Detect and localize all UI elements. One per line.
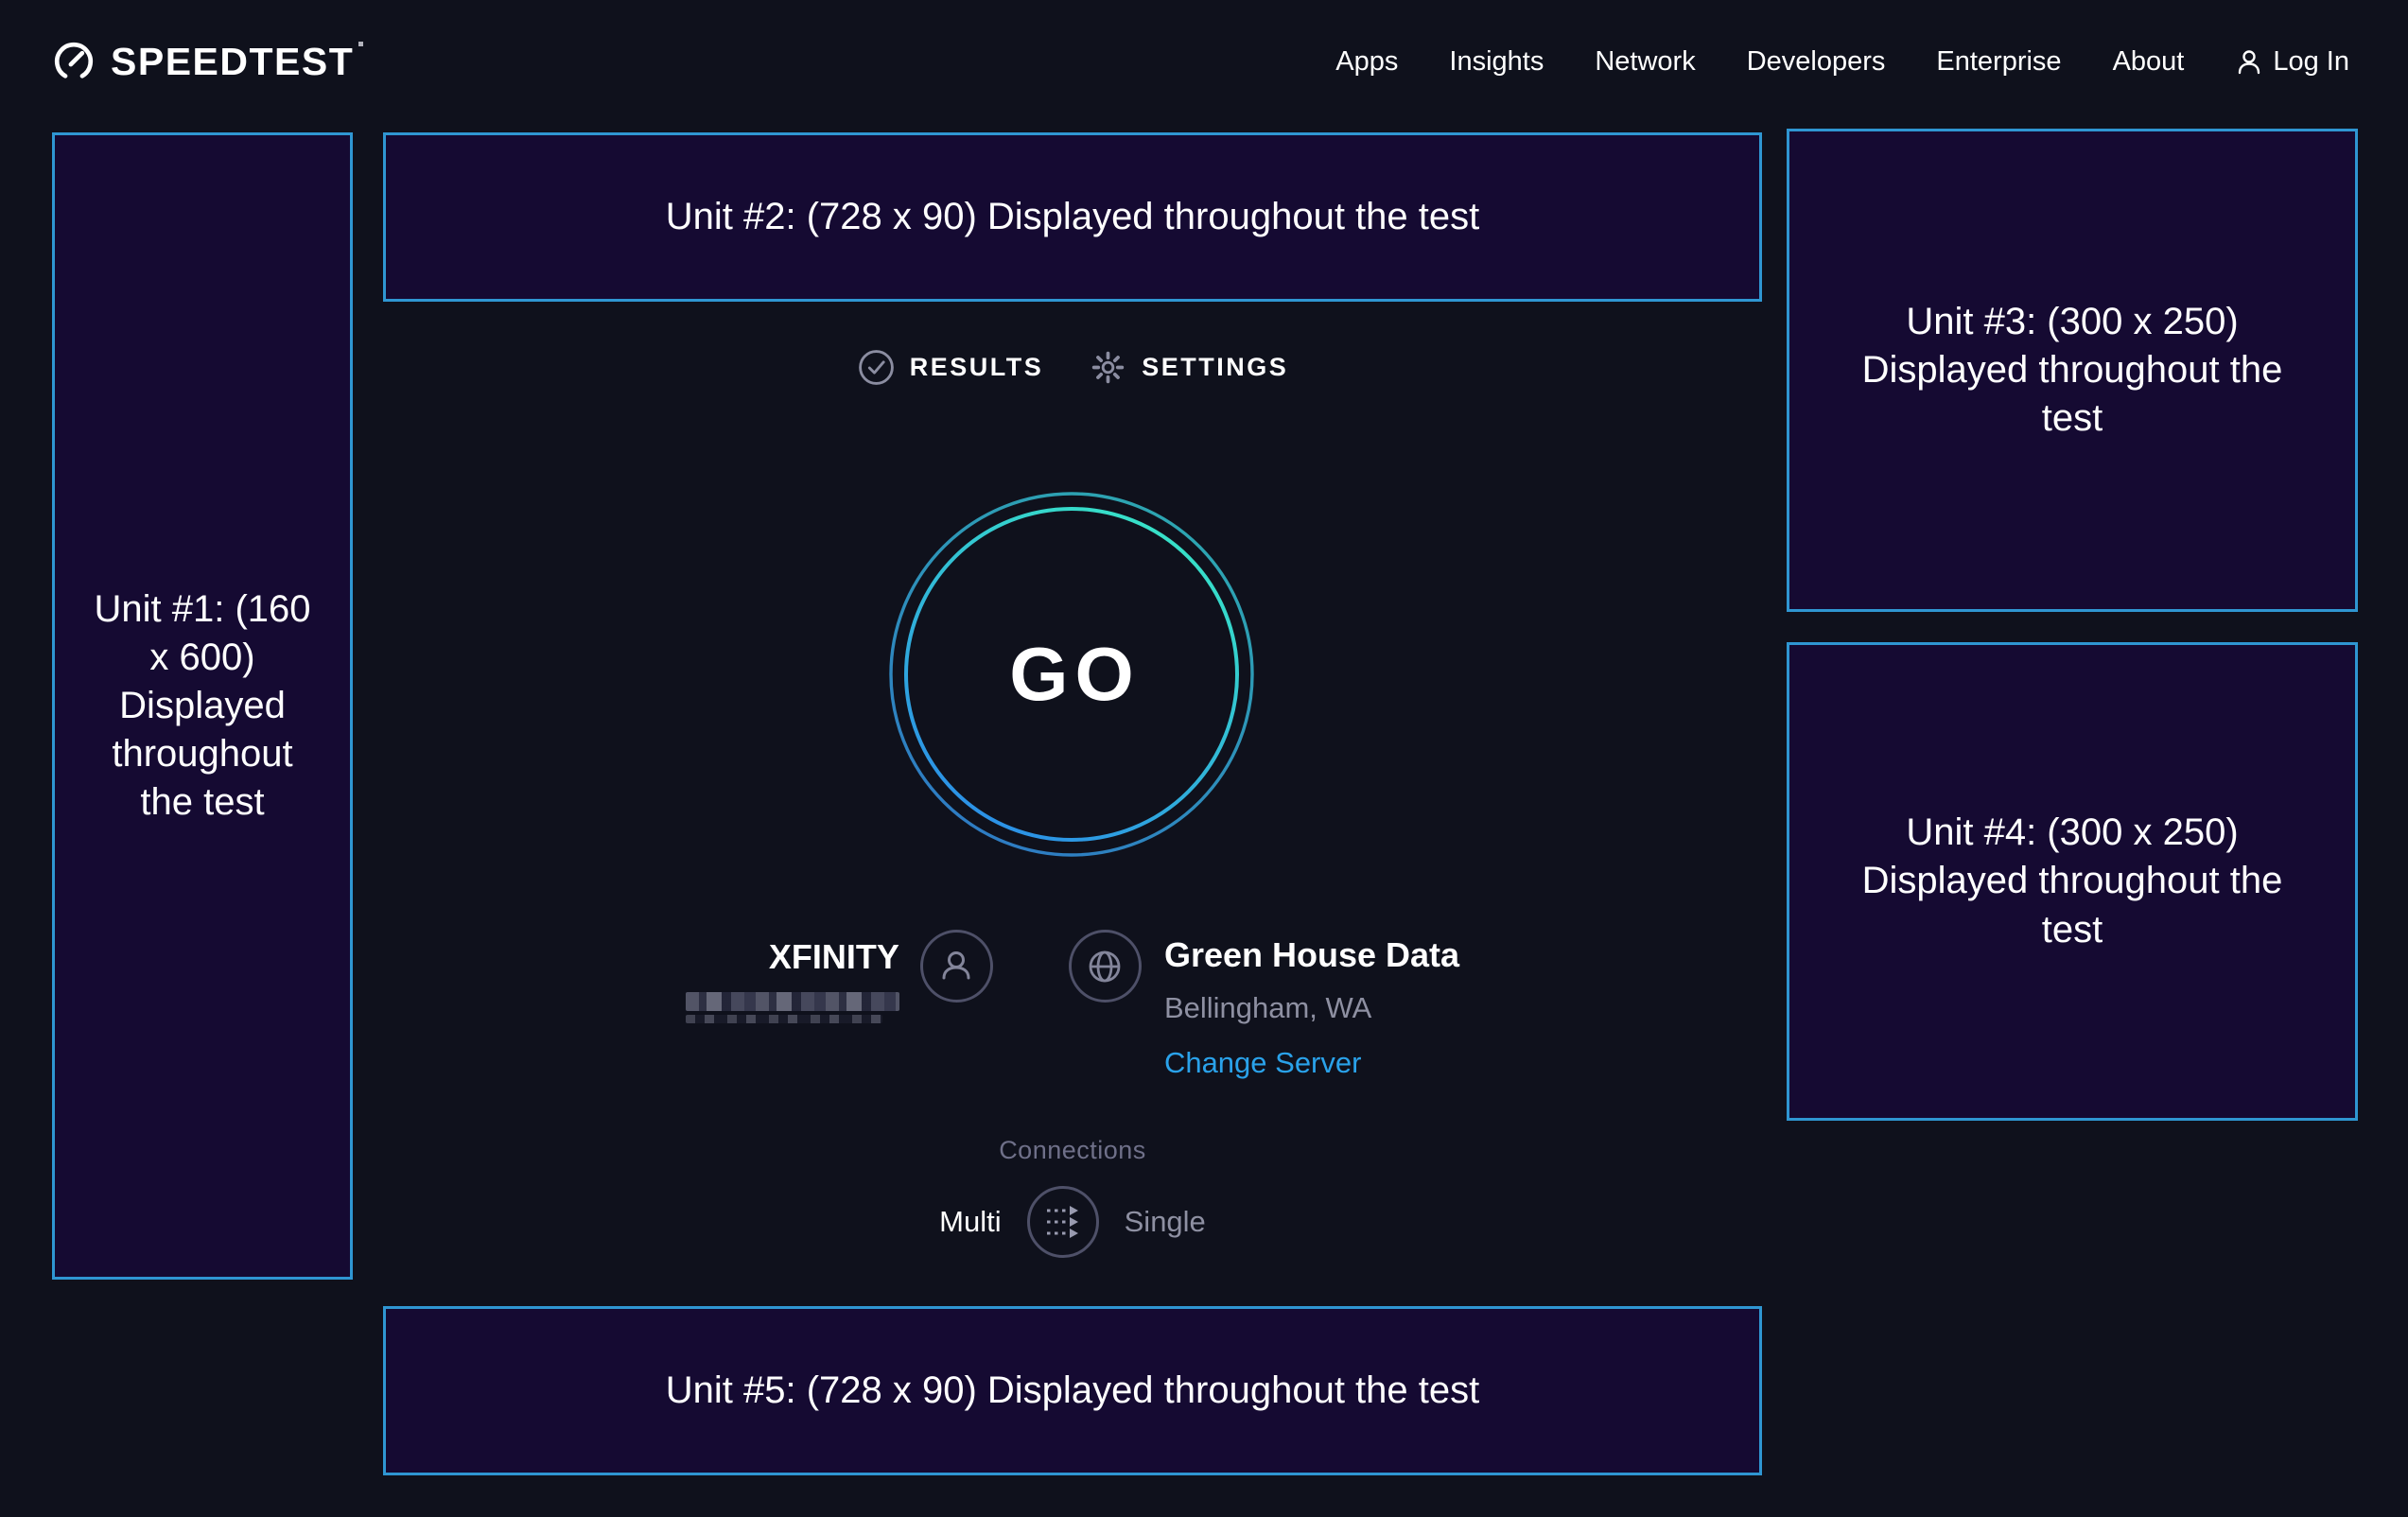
person-icon [942,950,970,979]
user-icon [2239,50,2260,75]
go-button[interactable]: GO [887,490,1256,859]
nav-item-apps[interactable]: Apps [1335,45,1399,77]
masked-ip [685,992,899,1023]
nav-item-about[interactable]: About [2112,45,2185,77]
results-label: RESULTS [909,353,1044,381]
go-rings [889,492,1254,857]
server-group: Green House Data Bellingham, WA Change S… [1068,930,1459,1080]
connections-row: Multi Single [939,1186,1206,1258]
nav-item-enterprise[interactable]: Enterprise [1936,45,2062,77]
brand-name: SPEEDTEST [111,40,364,84]
ad-unit-5-text: Unit #5: (728 x 90) Displayed throughout… [665,1369,1480,1411]
nav-item-insights[interactable]: Insights [1449,45,1544,77]
tab-settings[interactable]: SETTINGS [1089,348,1288,387]
connections-toggle[interactable] [1026,1186,1099,1258]
masked-ip-row [685,1015,882,1023]
tabs-bar: RESULTS SETTINGS [383,348,1762,387]
multi-arrows-icon [1046,1206,1078,1238]
ad-unit-4-text: Unit #4: (300 x 250) Displayed throughou… [1861,811,2283,950]
server-location: Bellingham, WA [1163,991,1372,1024]
main-nav: Apps Insights Network Developers Enterpr… [1335,46,2349,78]
ad-unit-5-leaderboard: Unit #5: (728 x 90) Displayed throughout… [383,1306,1762,1475]
check-circle-icon [858,350,894,385]
header: SPEEDTEST Apps Insights Network Develope… [0,0,2408,123]
connection-meta-row: XFINITY G [383,930,1762,1080]
connections-single-option[interactable]: Single [1124,1205,1206,1238]
server-globe-circle[interactable] [1068,930,1142,1003]
change-server-link[interactable]: Change Server [1163,1046,1362,1079]
isp-info: XFINITY [685,937,899,1023]
nav-item-network[interactable]: Network [1595,45,1696,77]
ad-unit-1-skyscraper: Unit #1: (160 x 600) Displayed throughou… [52,132,353,1280]
connections-label: Connections [999,1136,1146,1164]
gear-icon [1092,351,1125,384]
ad-unit-4-rectangle: Unit #4: (300 x 250) Displayed throughou… [1787,642,2358,1121]
ad-unit-2-text: Unit #2: (728 x 90) Displayed throughout… [665,195,1480,237]
server-info: Green House Data Bellingham, WA Change S… [1164,935,1459,1080]
masked-ip-row [685,992,899,1011]
ad-unit-3-text: Unit #3: (300 x 250) Displayed throughou… [1861,300,2283,440]
ad-unit-2-leaderboard: Unit #2: (728 x 90) Displayed throughout… [383,132,1762,302]
globe-icon [1090,950,1121,982]
go-label: GO [1009,632,1141,716]
tab-results[interactable]: RESULTS [857,348,1044,387]
login-button[interactable]: Log In [2235,46,2349,78]
ad-unit-3-rectangle: Unit #3: (300 x 250) Displayed throughou… [1787,129,2358,612]
nav-item-developers[interactable]: Developers [1746,45,1886,77]
isp-avatar-circle[interactable] [919,930,993,1003]
ad-unit-1-text: Unit #1: (160 x 600) Displayed throughou… [94,587,311,824]
isp-name: XFINITY [768,937,899,976]
server-name: Green House Data [1163,935,1460,974]
connections-multi-option[interactable]: Multi [939,1205,1002,1238]
isp-group: XFINITY [685,930,993,1023]
gauge-icon [54,42,94,78]
settings-label: SETTINGS [1142,353,1289,381]
login-label: Log In [2273,45,2349,77]
trademark-mark [358,41,364,46]
connections-section: Connections Multi Single [383,1136,1762,1258]
speedtest-logo[interactable]: SPEEDTEST [52,40,364,84]
